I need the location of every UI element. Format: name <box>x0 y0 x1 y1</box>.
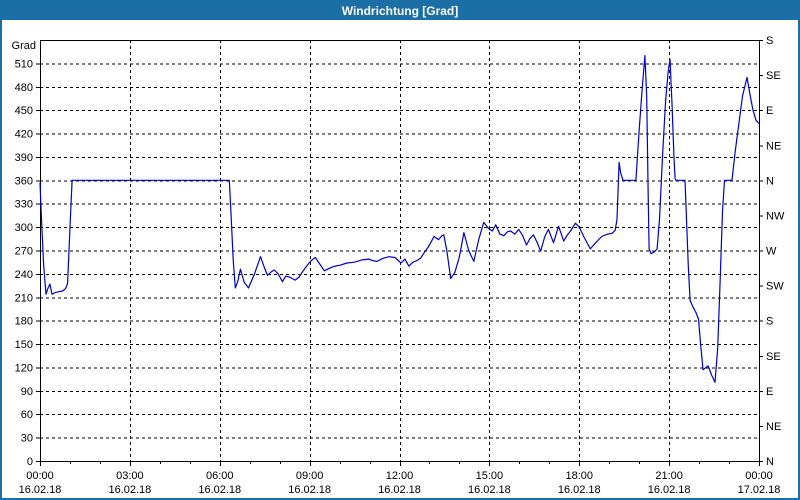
x-time-label: 15:00 <box>476 470 504 482</box>
y-left-tick-label: 240 <box>15 269 33 281</box>
gridlines <box>40 40 759 461</box>
x-time-label: 12:00 <box>386 470 414 482</box>
y-left-tick-label: 180 <box>15 316 33 328</box>
x-time-label: 00:00 <box>26 470 54 482</box>
y-right-tick-label: NE <box>766 421 781 433</box>
y-left-tick-label: 480 <box>15 82 33 94</box>
y-right-tick-label: NW <box>766 210 785 222</box>
y-left-tick-label: 210 <box>15 292 33 304</box>
y-right-tick-label: S <box>766 316 773 328</box>
y-left-tick-label: 90 <box>21 386 33 398</box>
x-time-label: 18:00 <box>565 470 593 482</box>
y-left-tick-label: 150 <box>15 339 33 351</box>
x-date-label: 16.02.18 <box>378 484 421 496</box>
series-line-windrichtung <box>39 54 760 383</box>
y-right-tick-label: N <box>766 175 774 187</box>
x-date-label: 16.02.18 <box>19 484 62 496</box>
y-left-tick-label: 0 <box>27 456 33 468</box>
y-axis-unit-label: Grad <box>12 40 36 52</box>
x-time-label: 09:00 <box>296 470 324 482</box>
x-time-label: 00:00 <box>745 470 773 482</box>
window-titlebar: Windrichtung [Grad] <box>2 2 798 20</box>
y-right-tick-label: W <box>766 246 777 258</box>
y-right-tick-label: E <box>766 105 773 117</box>
x-time-label: 06:00 <box>206 470 234 482</box>
wind-direction-chart: 0 30 60 90 120 150 180 210 240 270 300 330 360 390 420… <box>12 35 785 496</box>
x-date-label: 16.02.18 <box>648 484 691 496</box>
y-right-tick-label: SE <box>766 70 781 82</box>
x-date-label: 16.02.18 <box>558 484 601 496</box>
axis-labels: 0 30 60 90 120 150 180 210 240 270 300 330 360 390 420… <box>12 35 785 496</box>
y-left-tick-label: 450 <box>15 105 33 117</box>
y-left-tick-label: 510 <box>15 58 33 70</box>
y-left-tick-label: 30 <box>21 433 33 445</box>
y-left-tick-label: 300 <box>15 222 33 234</box>
y-left-tick-label: 360 <box>15 175 33 187</box>
y-right-tick-label: SW <box>766 281 784 293</box>
x-date-label: 16.02.18 <box>108 484 151 496</box>
y-right-tick-label: E <box>766 386 773 398</box>
y-left-tick-label: 390 <box>15 152 33 164</box>
x-date-label: 16.02.18 <box>198 484 241 496</box>
x-time-label: 03:00 <box>116 470 144 482</box>
y-left-tick-label: 120 <box>15 362 33 374</box>
y-left-tick-label: 330 <box>15 199 33 211</box>
y-right-tick-label: NE <box>766 140 781 152</box>
window-title: Windrichtung [Grad] <box>341 4 459 18</box>
y-left-tick-label: 60 <box>21 409 33 421</box>
y-right-tick-label: N <box>766 456 774 468</box>
x-time-label: 21:00 <box>655 470 683 482</box>
y-right-tick-label: S <box>766 35 773 47</box>
y-left-tick-label: 270 <box>15 246 33 258</box>
x-date-label: 16.02.18 <box>468 484 511 496</box>
axes <box>36 40 763 466</box>
y-right-tick-label: SE <box>766 351 781 363</box>
x-date-label: 16.02.18 <box>288 484 331 496</box>
chart-area: 0 30 60 90 120 150 180 210 240 270 300 330 360 390 420… <box>2 20 798 498</box>
x-date-label: 17.02.18 <box>738 484 781 496</box>
y-left-tick-label: 420 <box>15 129 33 141</box>
